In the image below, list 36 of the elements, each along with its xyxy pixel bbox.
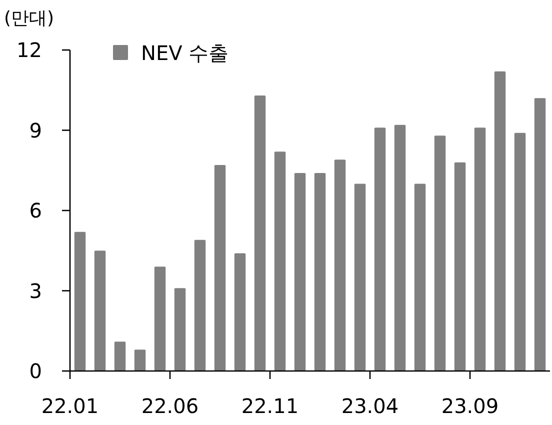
x-tick-label: 22.01 — [41, 394, 99, 418]
bar — [334, 160, 346, 371]
bar — [354, 184, 366, 371]
bar — [434, 136, 446, 371]
x-tick-label: 22.11 — [241, 394, 299, 418]
bar — [154, 266, 166, 371]
y-tick-label: 12 — [16, 38, 42, 62]
bar — [134, 350, 146, 371]
legend-label: NEV 수출 — [141, 41, 229, 65]
bar — [234, 253, 246, 371]
bar — [214, 165, 226, 371]
bar — [454, 162, 466, 371]
bar — [174, 288, 186, 371]
bar — [74, 232, 86, 371]
bar — [374, 128, 386, 371]
bar — [274, 152, 286, 371]
x-tick-label: 22.06 — [141, 394, 199, 418]
y-tick-label: 3 — [29, 278, 42, 303]
x-tick-label: 23.04 — [341, 394, 399, 418]
bar — [114, 342, 126, 371]
bar — [94, 250, 106, 371]
bar — [494, 71, 506, 371]
bar — [414, 184, 426, 371]
x-tick-label: 23.09 — [441, 394, 499, 418]
bar — [254, 95, 266, 371]
bar — [474, 128, 486, 371]
y-tick-label: 6 — [29, 198, 42, 222]
bar — [314, 173, 326, 371]
bar — [534, 98, 546, 371]
y-tick-label: 0 — [29, 359, 42, 383]
bar — [294, 173, 306, 371]
y-axis-title: (만대) — [4, 8, 54, 29]
bar — [194, 240, 206, 371]
y-tick-label: 9 — [29, 118, 42, 142]
bar — [514, 132, 526, 371]
bar — [394, 124, 406, 371]
